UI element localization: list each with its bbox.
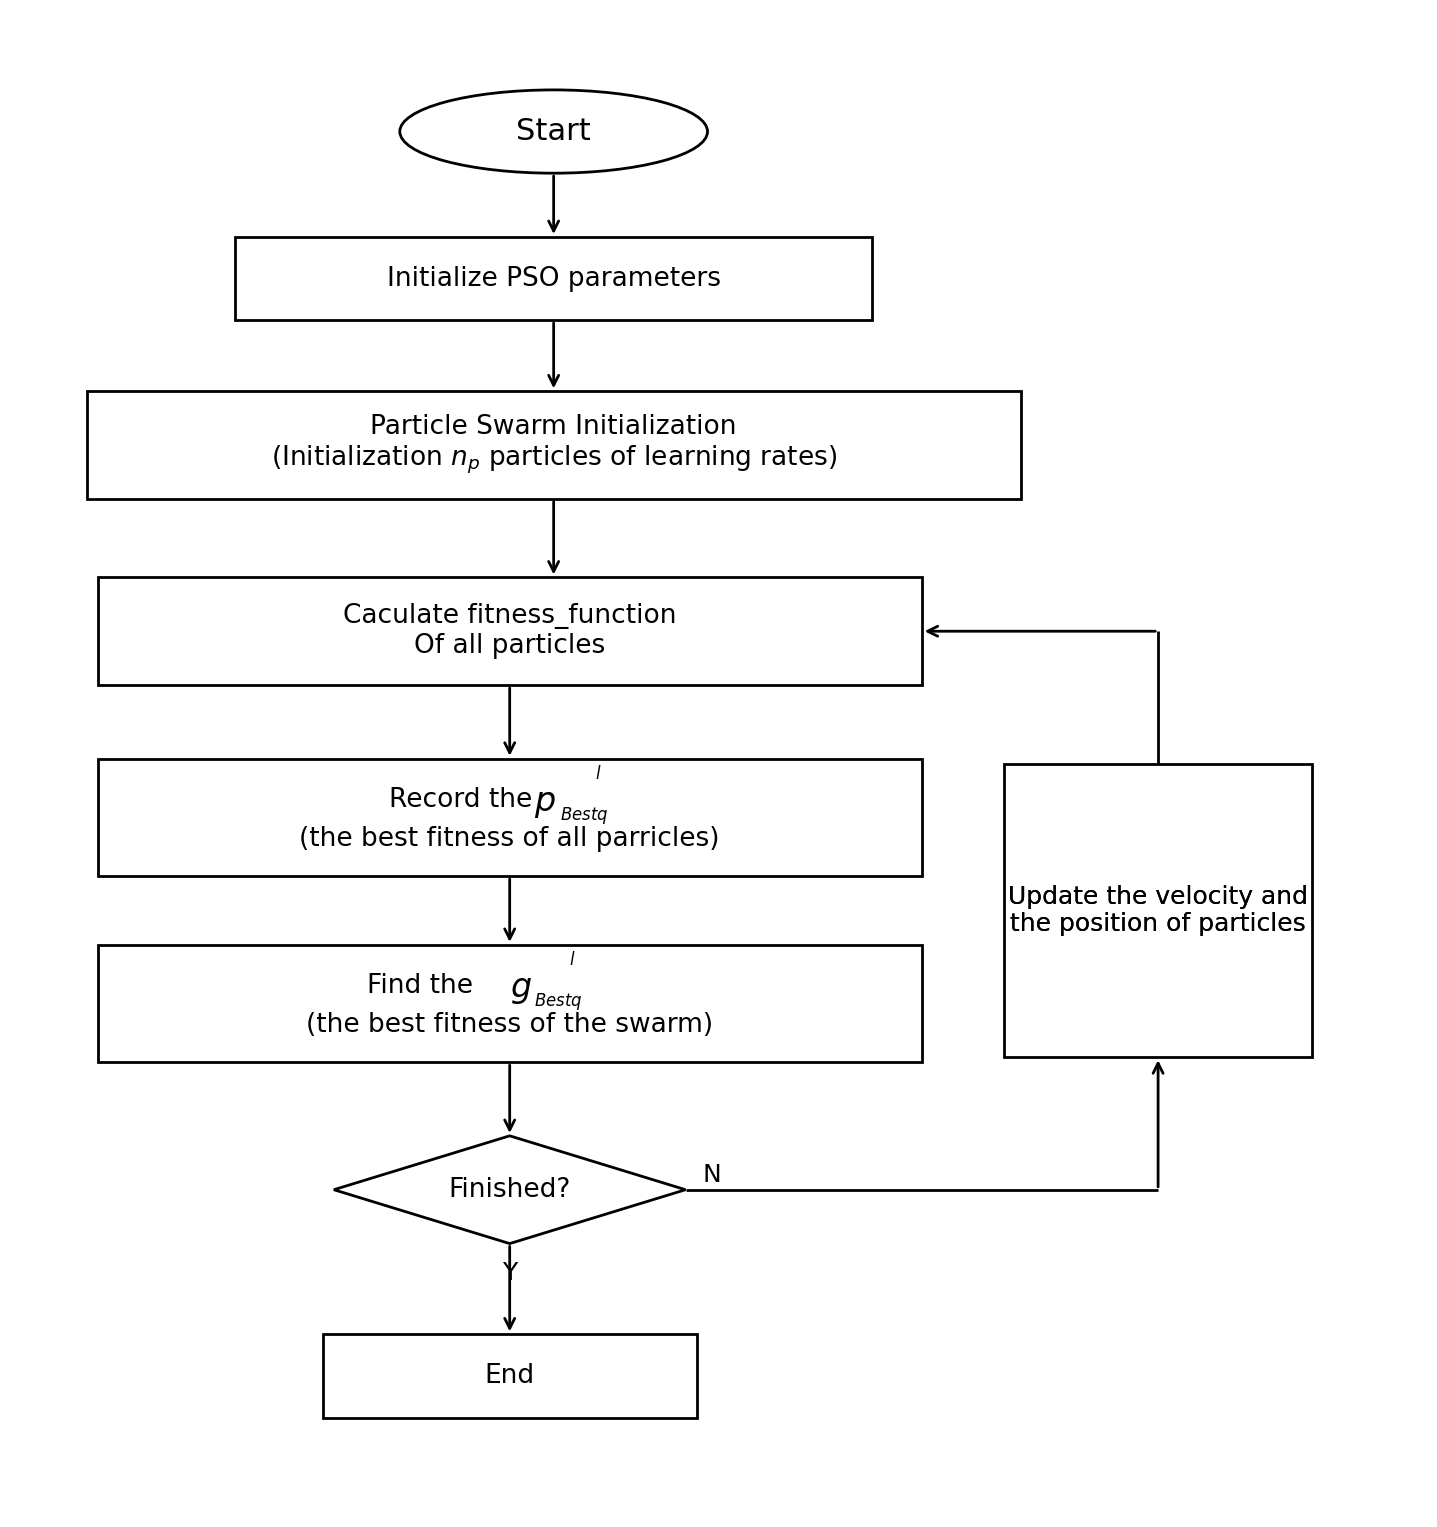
Text: Initialize PSO parameters: Initialize PSO parameters	[387, 266, 720, 292]
Text: $_{Bestq}$: $_{Bestq}$	[560, 803, 609, 828]
Text: Update the velocity and
the position of particles: Update the velocity and the position of …	[1009, 884, 1308, 936]
Text: Y: Y	[502, 1261, 517, 1286]
Bar	[98, 945, 921, 1063]
Bar	[1004, 764, 1312, 1057]
Text: Record the: Record the	[389, 786, 540, 812]
Text: $^{l}$: $^{l}$	[569, 954, 576, 977]
Text: End: End	[484, 1364, 535, 1390]
Text: Update the velocity and
the position of particles: Update the velocity and the position of …	[1009, 884, 1308, 936]
Bar	[98, 759, 921, 876]
Text: Finished?: Finished?	[448, 1177, 570, 1203]
Text: N: N	[703, 1164, 721, 1186]
Text: Particle Swarm Initialization
(Initialization $n_p$ particles of learning rates): Particle Swarm Initialization (Initializ…	[270, 414, 836, 476]
Text: Caculate fitness_function
Of all particles: Caculate fitness_function Of all particl…	[343, 603, 677, 660]
Bar	[86, 391, 1020, 499]
Bar	[323, 1335, 697, 1417]
Text: $^{l}$: $^{l}$	[595, 768, 602, 791]
Text: $g$: $g$	[510, 974, 532, 1006]
Text: (the best fitness of all parricles): (the best fitness of all parricles)	[299, 826, 720, 852]
Text: Find the: Find the	[366, 973, 481, 999]
Bar	[98, 577, 921, 686]
Text: (the best fitness of the swarm): (the best fitness of the swarm)	[306, 1012, 713, 1038]
Text: $p$: $p$	[535, 788, 556, 820]
Text: Start: Start	[516, 118, 591, 147]
Bar	[236, 237, 872, 321]
Text: $_{Bestq}$: $_{Bestq}$	[535, 989, 582, 1012]
